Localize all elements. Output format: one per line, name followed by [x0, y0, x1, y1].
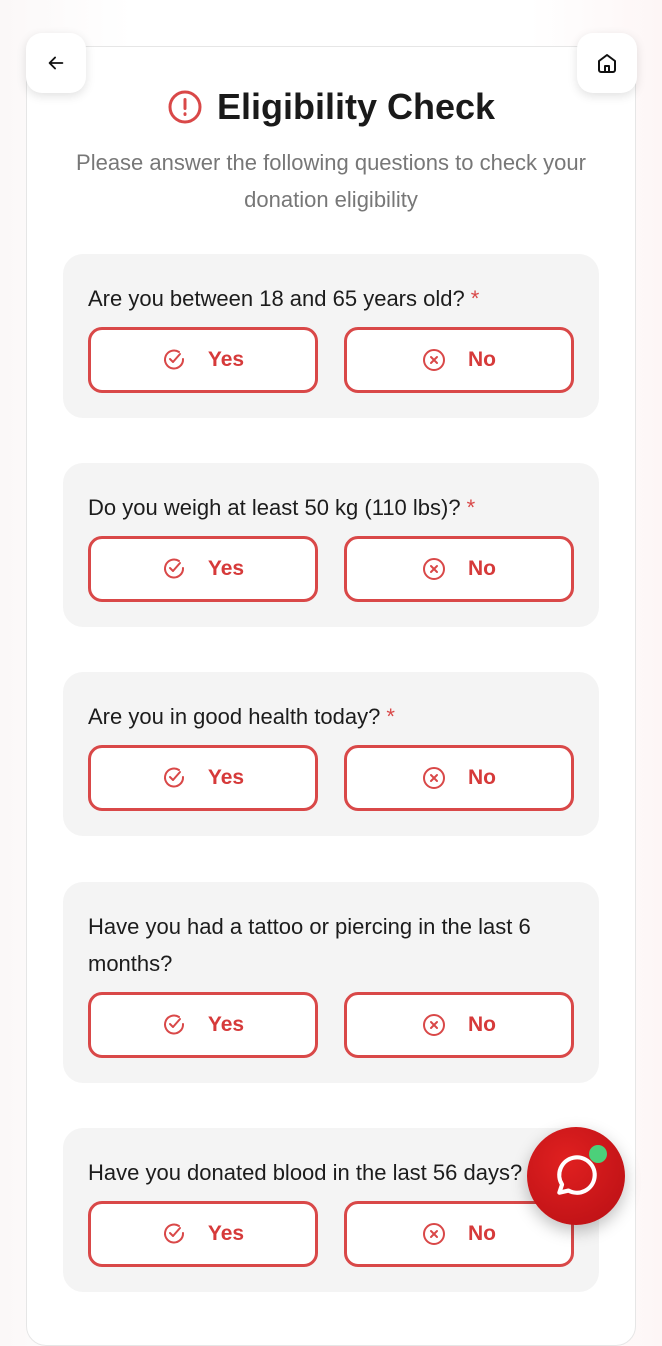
page-header: Eligibility Check — [0, 86, 662, 128]
x-circle-icon — [423, 558, 445, 580]
yes-button[interactable]: Yes — [88, 536, 318, 602]
alert-circle-icon — [168, 90, 202, 124]
question-text: Are you in good health today? — [88, 704, 381, 729]
question-text: Do you weigh at least 50 kg (110 lbs)? — [88, 495, 461, 520]
yes-button[interactable]: Yes — [88, 1201, 318, 1267]
check-circle-icon — [163, 558, 184, 579]
no-button[interactable]: No — [344, 992, 574, 1058]
question-label: Have you donated blood in the last 56 da… — [88, 1154, 574, 1191]
question-label: Are you in good health today? * — [88, 698, 574, 735]
page-subtitle: Please answer the following questions to… — [76, 150, 586, 212]
no-label: No — [468, 348, 496, 371]
yes-label: Yes — [207, 557, 245, 580]
x-circle-icon — [423, 1014, 445, 1036]
question-label: Are you between 18 and 65 years old? * — [88, 280, 574, 317]
online-indicator — [589, 1145, 607, 1163]
x-circle-icon — [423, 767, 445, 789]
x-circle-icon — [423, 1223, 445, 1245]
back-button[interactable] — [26, 33, 86, 93]
yes-label: Yes — [207, 1222, 245, 1245]
no-button[interactable]: No — [344, 745, 574, 811]
arrow-left-icon — [48, 56, 64, 70]
question-label: Do you weigh at least 50 kg (110 lbs)? * — [88, 489, 574, 526]
question-card: Are you between 18 and 65 years old? * Ye… — [63, 254, 599, 418]
yes-button[interactable]: Yes — [88, 327, 318, 393]
question-card: Do you weigh at least 50 kg (110 lbs)? * … — [63, 463, 599, 627]
check-circle-icon — [163, 349, 184, 370]
question-label: Have you had a tattoo or piercing in the… — [88, 908, 574, 982]
no-label: No — [468, 1222, 496, 1245]
page-title: Eligibility Check — [216, 86, 496, 127]
no-label: No — [468, 1013, 496, 1036]
chat-button[interactable] — [527, 1127, 625, 1225]
check-circle-icon — [163, 1014, 184, 1035]
question-card: Have you donated blood in the last 56 da… — [63, 1128, 599, 1292]
no-label: No — [468, 766, 496, 789]
home-icon — [598, 54, 616, 73]
yes-button[interactable]: Yes — [88, 992, 318, 1058]
chat-bubble-icon — [557, 1155, 597, 1195]
check-circle-icon — [163, 767, 184, 788]
question-text: Have you donated blood in the last 56 da… — [88, 1160, 523, 1185]
question-card: Are you in good health today? * Yes No — [63, 672, 599, 836]
x-circle-icon — [423, 349, 445, 371]
no-label: No — [468, 557, 496, 580]
required-asterisk: * — [466, 495, 476, 520]
no-button[interactable]: No — [344, 327, 574, 393]
yes-label: Yes — [207, 766, 245, 789]
question-card: Have you had a tattoo or piercing in the… — [63, 882, 599, 1083]
yes-label: Yes — [207, 1013, 245, 1036]
yes-label: Yes — [207, 348, 245, 371]
no-button[interactable]: No — [344, 1201, 574, 1267]
yes-button[interactable]: Yes — [88, 745, 318, 811]
no-button[interactable]: No — [344, 536, 574, 602]
required-asterisk: * — [386, 704, 395, 729]
home-button[interactable] — [577, 33, 637, 93]
required-asterisk: * — [470, 286, 480, 311]
question-text: Have you had a tattoo or piercing in the… — [88, 914, 531, 976]
check-circle-icon — [163, 1223, 184, 1244]
question-text: Are you between 18 and 65 years old? — [88, 286, 465, 311]
